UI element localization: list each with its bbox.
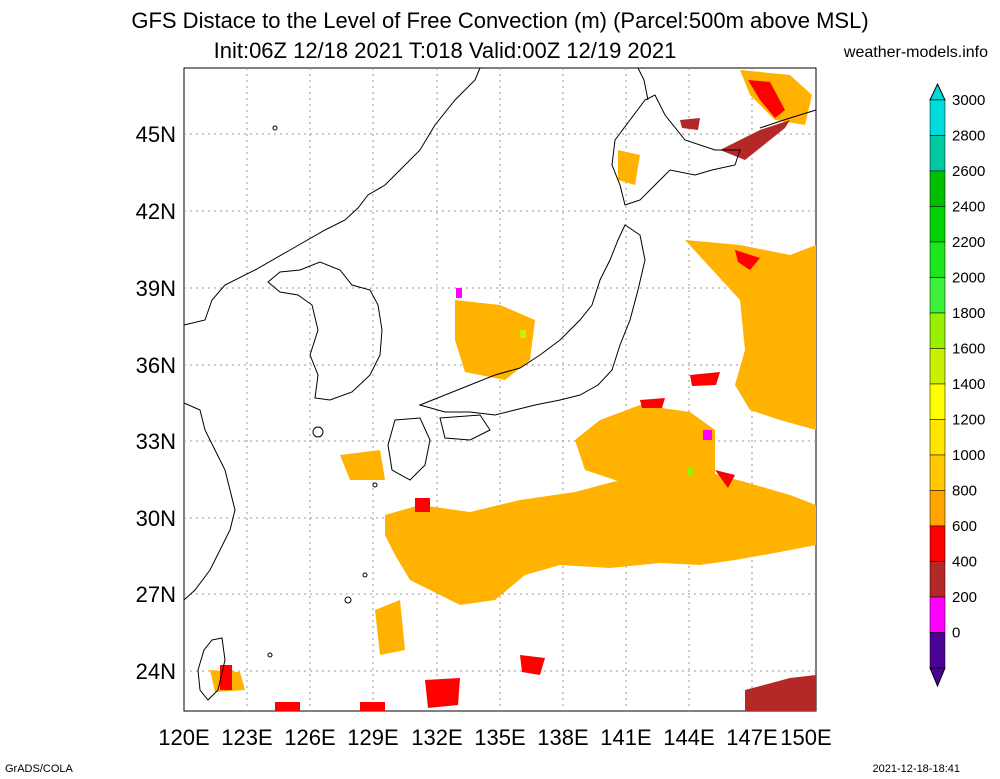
colorbar-label: 2600 <box>952 163 985 180</box>
colorbar-label: 2800 <box>952 128 985 145</box>
footer-timestamp: 2021-12-18-18:41 <box>872 763 960 775</box>
lat-label: 30N <box>136 506 176 531</box>
lon-label: 120E <box>158 725 209 750</box>
colorbar-label: 2400 <box>952 199 985 216</box>
colorbar-label: 3000 <box>952 92 985 109</box>
latitude-axis: 45N 42N 39N 36N 33N 30N 27N 24N <box>136 122 176 684</box>
colorbar: 3000280026002400220020001800160014001200… <box>929 82 985 688</box>
lon-label: 144E <box>663 725 714 750</box>
colorbar-swatch <box>929 241 946 278</box>
lon-label: 138E <box>537 725 588 750</box>
colorbar-swatch <box>929 419 946 456</box>
colorbar-swatch <box>929 454 946 491</box>
source-label: weather-models.info <box>843 44 988 61</box>
colorbar-top-arrow <box>929 82 946 101</box>
colorbar-label: 1000 <box>952 447 985 464</box>
lat-label: 42N <box>136 199 176 224</box>
colorbar-swatch <box>929 170 946 207</box>
footer-credit: GrADS/COLA <box>5 763 73 775</box>
colorbar-label: 600 <box>952 518 977 535</box>
lon-label: 129E <box>347 725 398 750</box>
colorbar-swatch <box>929 206 946 243</box>
chart-subtitle: Init:06Z 12/18 2021 T:018 Valid:00Z 12/1… <box>213 38 677 63</box>
coastlines <box>183 67 817 701</box>
colorbar-swatch <box>929 277 946 314</box>
colorbar-swatch <box>929 312 946 349</box>
colorbar-swatch <box>929 135 946 172</box>
colorbar-swatch <box>929 490 946 527</box>
colorbar-label: 800 <box>952 483 977 500</box>
colorbar-label: 0 <box>952 625 960 642</box>
lon-label: 150E <box>780 725 831 750</box>
colorbar-swatch <box>929 348 946 385</box>
colorbar-swatch <box>929 561 946 598</box>
lon-label: 126E <box>284 725 335 750</box>
lat-label: 45N <box>136 122 176 147</box>
colorbar-swatch <box>929 632 946 669</box>
colorbar-label: 2000 <box>952 270 985 287</box>
colorbar-swatch <box>929 383 946 420</box>
lat-label: 27N <box>136 582 176 607</box>
gridlines <box>184 68 816 711</box>
colorbar-label: 200 <box>952 589 977 606</box>
lon-label: 147E <box>726 725 777 750</box>
lat-label: 24N <box>136 659 176 684</box>
lat-label: 39N <box>136 276 176 301</box>
colorbar-label: 1800 <box>952 305 985 322</box>
colorbar-label: 1400 <box>952 376 985 393</box>
chart-title: GFS Distace to the Level of Free Convect… <box>131 8 869 33</box>
colorbar-label: 1600 <box>952 341 985 358</box>
colorbar-label: 1200 <box>952 412 985 429</box>
lon-label: 132E <box>411 725 462 750</box>
lat-label: 36N <box>136 353 176 378</box>
lon-label: 123E <box>221 725 272 750</box>
lat-label: 33N <box>136 429 176 454</box>
colorbar-swatch <box>929 99 946 136</box>
lfc-shading <box>210 70 816 711</box>
colorbar-label: 400 <box>952 554 977 571</box>
lon-label: 135E <box>474 725 525 750</box>
colorbar-swatch <box>929 525 946 562</box>
colorbar-label: 2200 <box>952 234 985 251</box>
longitude-axis: 120E 123E 126E 129E 132E 135E 138E 141E … <box>158 725 831 750</box>
colorbar-bottom-arrow <box>929 667 946 688</box>
colorbar-swatch <box>929 596 946 633</box>
lon-label: 141E <box>600 725 651 750</box>
